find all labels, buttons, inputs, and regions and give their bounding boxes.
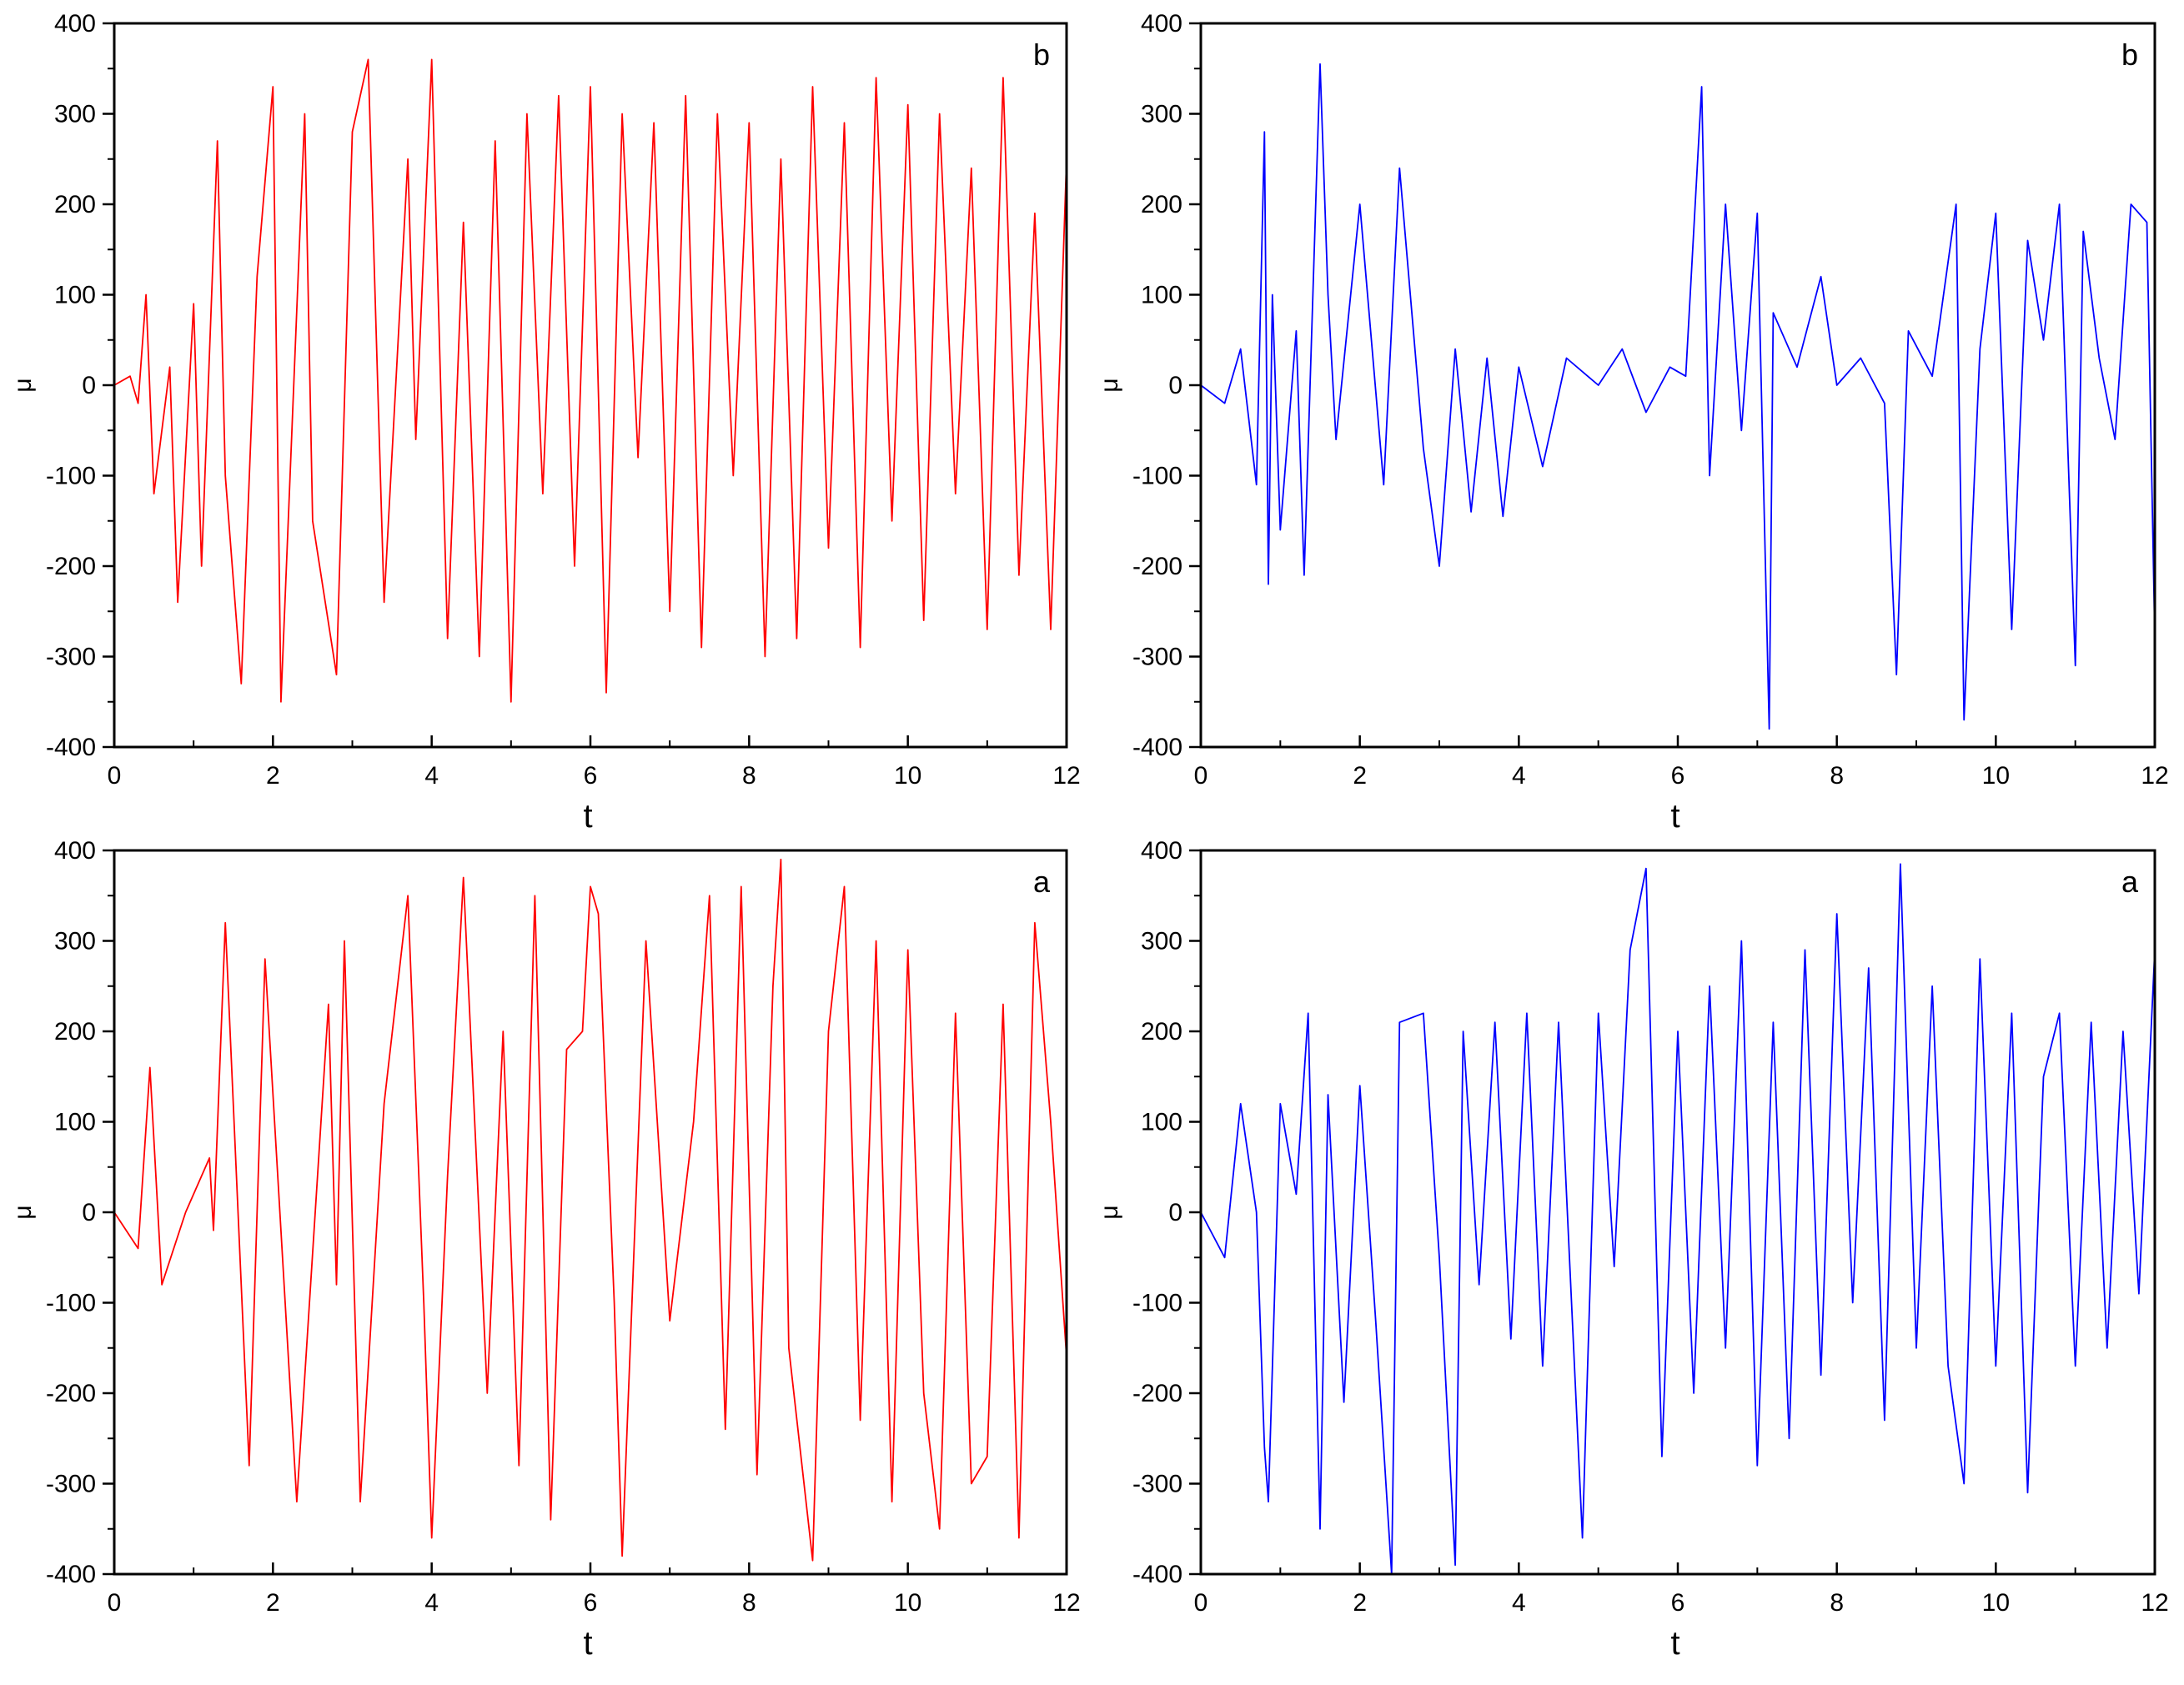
series-line bbox=[1200, 63, 2156, 730]
y-tick-label: -100 bbox=[1132, 1290, 1182, 1317]
y-tick-label: -400 bbox=[46, 1561, 96, 1588]
y-tick-label: 100 bbox=[1141, 282, 1182, 309]
y-tick-label: -300 bbox=[1132, 644, 1182, 671]
y-tick-label: -100 bbox=[1132, 463, 1182, 490]
y-tick-label: -100 bbox=[46, 1290, 96, 1317]
y-axis-title: μ bbox=[9, 1205, 37, 1219]
y-tick-label: 300 bbox=[1141, 928, 1182, 955]
y-tick-label: 100 bbox=[1141, 1109, 1182, 1136]
x-tick-label: 2 bbox=[1353, 1589, 1367, 1617]
y-tick-label: -300 bbox=[46, 1471, 96, 1498]
x-axis-title: t bbox=[583, 1625, 592, 1662]
y-tick-label: -400 bbox=[46, 734, 96, 761]
y-tick-label: 0 bbox=[82, 1199, 96, 1226]
y-tick-label: -200 bbox=[46, 1380, 96, 1407]
x-tick-label: 6 bbox=[584, 1589, 598, 1617]
y-tick-label: 100 bbox=[54, 1109, 96, 1136]
y-tick-label: -200 bbox=[46, 553, 96, 580]
x-tick-label: 8 bbox=[742, 762, 756, 790]
x-tick-label: 10 bbox=[894, 762, 921, 790]
y-tick-label: 0 bbox=[1168, 372, 1182, 399]
y-axis-title: μ bbox=[1096, 1205, 1123, 1219]
x-tick-label: 0 bbox=[108, 1589, 122, 1617]
x-tick-label: 2 bbox=[1353, 762, 1367, 790]
x-tick-label: 10 bbox=[1982, 1589, 2010, 1617]
plot-frame bbox=[1199, 849, 2156, 1576]
x-tick-label: 2 bbox=[266, 762, 280, 790]
y-tick-label: -300 bbox=[1132, 1471, 1182, 1498]
x-tick-label: 4 bbox=[424, 762, 439, 790]
panel-label: b bbox=[2121, 38, 2138, 72]
x-tick-label: 10 bbox=[894, 1589, 921, 1617]
x-tick-label: 0 bbox=[1194, 1589, 1208, 1617]
x-tick-label: 0 bbox=[1194, 762, 1208, 790]
chart-panel-top-left: 0 2 4 6 8 10 12 400 300 200 100 0 -100 -200 -300 -400 t μ… bbox=[9, 10, 1081, 835]
y-tick-label: -200 bbox=[1132, 1380, 1182, 1407]
panel-label: a bbox=[1033, 865, 1051, 899]
y-tick-label: 400 bbox=[54, 10, 96, 38]
y-tick-label: 200 bbox=[54, 191, 96, 218]
plot-frame bbox=[113, 22, 1068, 749]
y-tick-label: 200 bbox=[1141, 191, 1182, 218]
x-tick-label: 12 bbox=[2141, 1589, 2168, 1617]
x-axis-title: t bbox=[583, 798, 592, 835]
panel-label: a bbox=[2121, 865, 2139, 899]
x-tick-label: 12 bbox=[2141, 762, 2168, 790]
y-tick-label: -300 bbox=[46, 644, 96, 671]
y-tick-label: -400 bbox=[1132, 734, 1182, 761]
y-tick-label: 400 bbox=[1141, 10, 1182, 38]
x-tick-label: 10 bbox=[1982, 762, 2010, 790]
y-axis-title: μ bbox=[9, 378, 37, 392]
y-tick-label: -100 bbox=[46, 463, 96, 490]
y-axis-title: μ bbox=[1096, 378, 1123, 392]
x-tick-label: 6 bbox=[584, 762, 598, 790]
y-tick-label: 200 bbox=[1141, 1018, 1182, 1046]
x-tick-label: 4 bbox=[1512, 762, 1526, 790]
chart-panel-bottom-left: 0 2 4 6 8 10 12 400 300 200 100 0 -100 -200 -300 -400 t μ… bbox=[9, 837, 1081, 1662]
y-tick-label: 0 bbox=[1168, 1199, 1182, 1226]
chart-panel-bottom-right: 0 2 4 6 8 10 12 400 300 200 100 0 -100 -200 -300 -400 t μ… bbox=[1096, 837, 2169, 1662]
y-tick-label: 300 bbox=[54, 101, 96, 128]
y-tick-label: 0 bbox=[82, 372, 96, 399]
x-tick-label: 0 bbox=[108, 762, 122, 790]
series-line bbox=[1200, 863, 2156, 1575]
x-tick-label: 4 bbox=[1512, 1589, 1526, 1617]
y-tick-label: 200 bbox=[54, 1018, 96, 1046]
x-tick-label: 2 bbox=[266, 1589, 280, 1617]
x-tick-label: 8 bbox=[1830, 762, 1844, 790]
x-tick-label: 6 bbox=[1671, 762, 1685, 790]
x-tick-label: 8 bbox=[742, 1589, 756, 1617]
series-line bbox=[113, 58, 1067, 703]
series-line bbox=[113, 858, 1067, 1562]
panel-label: b bbox=[1033, 38, 1050, 72]
x-tick-label: 4 bbox=[424, 1589, 439, 1617]
y-tick-label: 300 bbox=[54, 928, 96, 955]
x-tick-label: 12 bbox=[1052, 1589, 1080, 1617]
x-axis-title: t bbox=[1670, 1625, 1679, 1662]
y-tick-label: -400 bbox=[1132, 1561, 1182, 1588]
x-tick-label: 12 bbox=[1052, 762, 1080, 790]
y-tick-label: 100 bbox=[54, 282, 96, 309]
y-tick-label: 400 bbox=[1141, 837, 1182, 865]
plot-frame bbox=[1199, 22, 2156, 749]
y-tick-label: 300 bbox=[1141, 101, 1182, 128]
x-axis-title: t bbox=[1670, 798, 1679, 835]
y-tick-label: 400 bbox=[54, 837, 96, 865]
x-tick-label: 8 bbox=[1830, 1589, 1844, 1617]
chart-panel-top-right: 0 2 4 6 8 10 12 400 300 200 100 0 -100 -200 -300 -400 t μ… bbox=[1096, 10, 2169, 835]
y-tick-label: -200 bbox=[1132, 553, 1182, 580]
x-tick-label: 6 bbox=[1671, 1589, 1685, 1617]
